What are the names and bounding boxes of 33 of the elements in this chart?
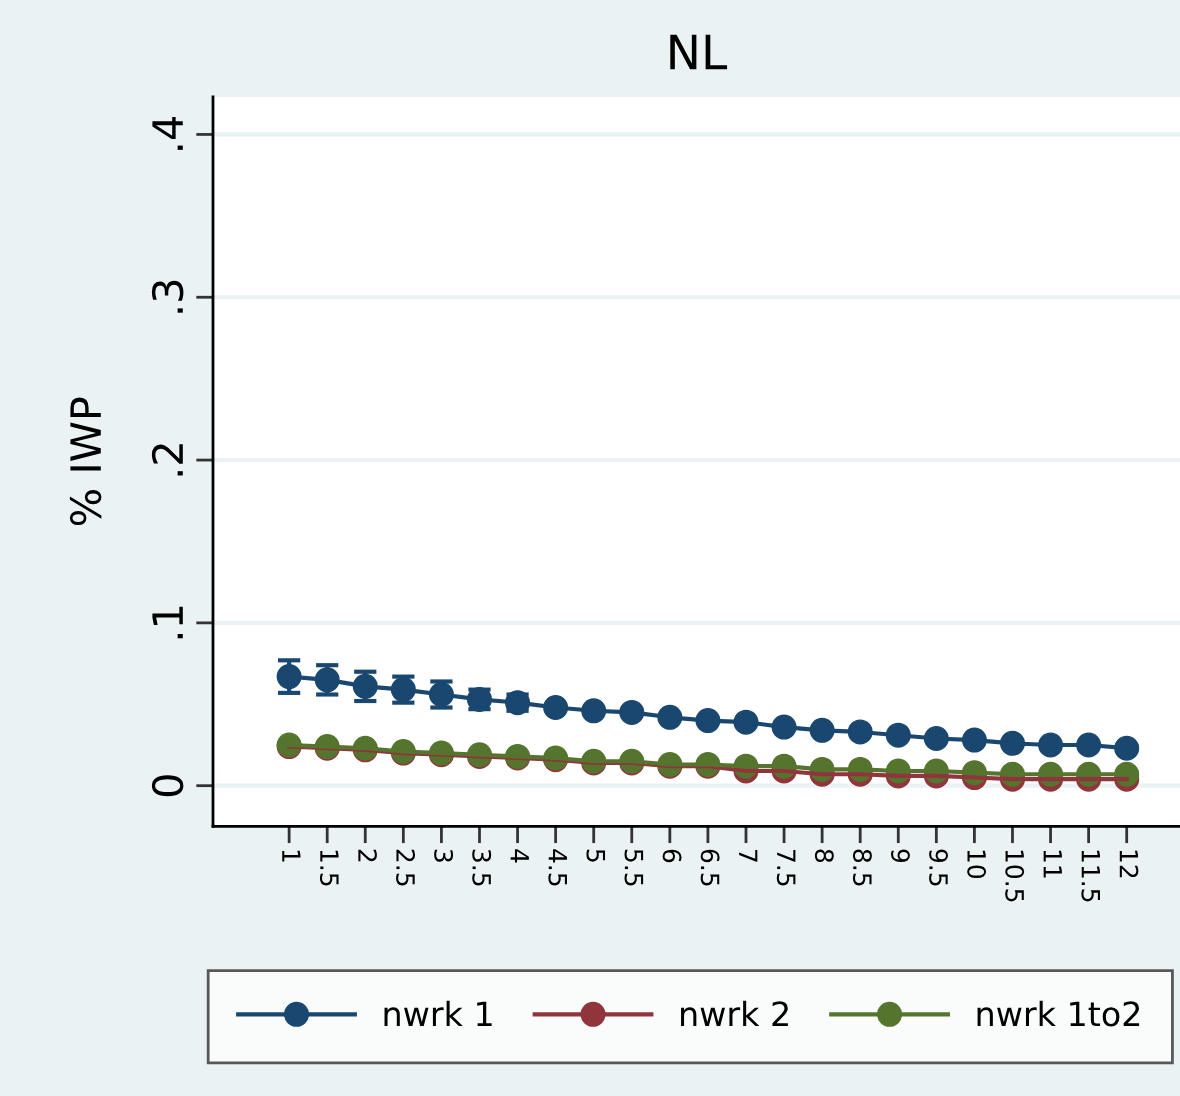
x-tick-label: 12 bbox=[1119, 850, 1139, 878]
x-tick-label: 2 bbox=[358, 849, 377, 862]
x-tick-label: 6.5 bbox=[700, 849, 720, 886]
x-tick-label: 7 bbox=[739, 849, 758, 862]
x-tick-label: 5.5 bbox=[624, 849, 644, 886]
x-tick-label: 3.5 bbox=[472, 849, 492, 886]
x-tick-label: 4 bbox=[510, 849, 529, 863]
legend-label: nwrk 2 bbox=[681, 1000, 788, 1026]
x-tick-label: 8 bbox=[814, 849, 834, 863]
legend-label: nwrk 1 bbox=[384, 1000, 492, 1026]
y-axis-title: % IWP bbox=[69, 397, 102, 526]
x-tick-label: 6 bbox=[662, 849, 682, 863]
y-tick-label: .1 bbox=[152, 606, 183, 639]
x-tick-label: 9 bbox=[891, 849, 910, 863]
x-tick-label: 2.5 bbox=[396, 849, 415, 886]
x-tick-label: 1.5 bbox=[319, 850, 339, 886]
x-tick-label: 10.5 bbox=[1005, 850, 1025, 902]
y-tick-label: .4 bbox=[152, 116, 183, 150]
y-tick-label: .3 bbox=[151, 280, 184, 313]
x-tick-label: 8.5 bbox=[852, 849, 872, 886]
x-tick-label: 3 bbox=[434, 849, 454, 862]
chart-title: NL bbox=[670, 34, 728, 70]
y-tick-label: 0 bbox=[151, 775, 184, 797]
x-tick-label: 11.5 bbox=[1081, 850, 1100, 902]
x-tick-label: 11 bbox=[1043, 850, 1062, 878]
y-tick-label: .2 bbox=[151, 444, 183, 476]
x-tick-label: 5 bbox=[586, 849, 606, 862]
x-tick-label: 7.5 bbox=[776, 849, 796, 886]
x-tick-label: 10 bbox=[967, 850, 987, 879]
x-tick-label: 4.5 bbox=[548, 849, 567, 886]
x-tick-label: 9.5 bbox=[929, 849, 948, 886]
x-tick-label: 1 bbox=[282, 850, 301, 862]
legend-label: nwrk 1to2 bbox=[977, 1000, 1140, 1027]
